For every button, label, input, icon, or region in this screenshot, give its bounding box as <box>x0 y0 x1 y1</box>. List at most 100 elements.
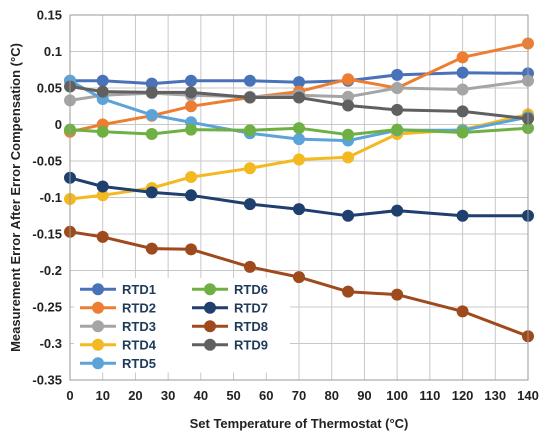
legend-item-rtd7: RTD7 <box>192 300 268 315</box>
y-tick-label: -0.05 <box>32 154 62 169</box>
series-line-rtd9 <box>68 85 530 121</box>
data-point-rtd9 <box>96 85 109 98</box>
legend-swatch-marker <box>92 283 104 296</box>
y-tick-label: 0.05 <box>37 81 62 96</box>
data-point-rtd4 <box>185 171 198 184</box>
data-point-rtd7 <box>293 203 305 216</box>
data-point-rtd4 <box>293 153 305 166</box>
y-tick-label: -0.2 <box>40 263 62 278</box>
y-tick-label: 0.15 <box>37 8 62 23</box>
x-tick-label: 40 <box>194 388 208 403</box>
legend-item-rtd1: RTD1 <box>80 282 156 297</box>
data-point-rtd4 <box>342 151 355 164</box>
data-point-rtd7 <box>145 186 158 199</box>
data-point-rtd6 <box>96 125 109 138</box>
data-point-rtd9 <box>185 86 198 99</box>
data-point-rtd8 <box>145 242 158 255</box>
data-point-rtd8 <box>185 243 198 256</box>
legend-item-rtd6: RTD6 <box>192 282 268 297</box>
series-line-rtd7 <box>68 176 530 218</box>
data-point-rtd7 <box>342 209 355 222</box>
legend-label: RTD1 <box>122 282 156 297</box>
y-tick-label: -0.1 <box>40 190 62 205</box>
data-point-rtd8 <box>391 288 404 301</box>
legend-item-rtd4: RTD4 <box>80 337 157 352</box>
data-point-rtd9 <box>342 99 355 112</box>
data-point-rtd7 <box>243 198 256 211</box>
x-tick-label: 110 <box>419 388 440 403</box>
x-tick-label: 50 <box>226 388 240 403</box>
data-point-rtd1 <box>456 66 469 79</box>
data-point-rtd9 <box>243 91 256 104</box>
data-point-rtd2 <box>456 51 469 64</box>
data-point-rtd2 <box>342 73 355 86</box>
data-point-rtd9 <box>145 86 158 99</box>
data-point-rtd1 <box>243 74 256 87</box>
legend-label: RTD7 <box>234 300 268 315</box>
data-point-rtd8 <box>342 285 355 298</box>
legend-swatch-marker <box>92 320 104 333</box>
x-tick-label: 140 <box>517 388 539 403</box>
data-point-rtd6 <box>185 123 198 136</box>
legend-swatch-marker <box>204 283 216 296</box>
x-tick-label: 30 <box>161 388 175 403</box>
legend-swatch-marker <box>204 301 216 314</box>
y-axis-title: Measurement Error After Error Compensati… <box>8 43 23 352</box>
y-tick-label: -0.25 <box>32 300 62 315</box>
x-axis-title: Set Temperature of Thermostat (°C) <box>190 416 409 431</box>
legend-label: RTD2 <box>122 300 156 315</box>
x-tick-label: 10 <box>95 388 109 403</box>
legend-swatch-marker <box>92 357 104 370</box>
legend-swatch-marker <box>204 320 216 333</box>
data-point-rtd6 <box>391 123 404 136</box>
x-tick-label: 100 <box>386 388 408 403</box>
legend-swatch-marker <box>92 301 104 314</box>
x-tick-label: 80 <box>324 388 338 403</box>
x-tick-label: 90 <box>357 388 371 403</box>
x-tick-label: 70 <box>292 388 306 403</box>
legend-item-rtd2: RTD2 <box>80 300 156 315</box>
data-point-rtd7 <box>185 189 198 202</box>
series-rtd7 <box>64 171 534 222</box>
data-point-rtd1 <box>145 77 158 90</box>
data-point-rtd1 <box>185 74 198 87</box>
data-point-rtd6 <box>456 126 469 139</box>
data-point-rtd1 <box>391 68 404 81</box>
data-point-rtd3 <box>391 82 404 94</box>
legend-label: RTD3 <box>122 319 156 334</box>
plot-border <box>69 14 529 381</box>
data-point-rtd9 <box>456 105 469 118</box>
legend-label: RTD8 <box>234 319 268 334</box>
y-tick-label: -0.15 <box>32 227 62 242</box>
y-tick-label: -0.35 <box>32 373 62 388</box>
legend-item-rtd8: RTD8 <box>192 319 268 334</box>
data-point-rtd3 <box>456 83 469 96</box>
data-point-rtd4 <box>96 189 109 202</box>
data-point-rtd6 <box>342 128 355 141</box>
data-point-rtd9 <box>293 91 305 104</box>
data-point-rtd6 <box>145 127 158 140</box>
y-tick-label: 0.1 <box>44 44 62 59</box>
legend-label: RTD6 <box>234 282 268 297</box>
x-tick-label: 120 <box>452 388 474 403</box>
data-point-rtd8 <box>96 230 109 243</box>
data-point-rtd7 <box>456 209 469 222</box>
data-point-rtd6 <box>243 124 256 137</box>
legend-label: RTD9 <box>234 337 268 352</box>
x-tick-label: 130 <box>484 388 506 403</box>
series-line-rtd8 <box>68 230 530 338</box>
legend: RTD1 RTD2 RTD3 RTD4 RTD5 RTD6 RTD7 RTD8 RTD9 <box>80 282 268 371</box>
series-rtd6 <box>64 122 534 141</box>
legend-item-rtd5: RTD5 <box>80 356 156 371</box>
series-line-rtd6 <box>68 126 530 137</box>
legend-swatch-marker <box>92 338 104 351</box>
legend-label: RTD4 <box>122 337 157 352</box>
data-point-rtd8 <box>293 271 305 284</box>
data-point-rtd3 <box>342 90 355 103</box>
legend-swatch-marker <box>204 338 216 351</box>
data-point-rtd6 <box>293 122 305 135</box>
data-point-rtd5 <box>145 109 158 122</box>
data-point-rtd7 <box>96 180 109 193</box>
